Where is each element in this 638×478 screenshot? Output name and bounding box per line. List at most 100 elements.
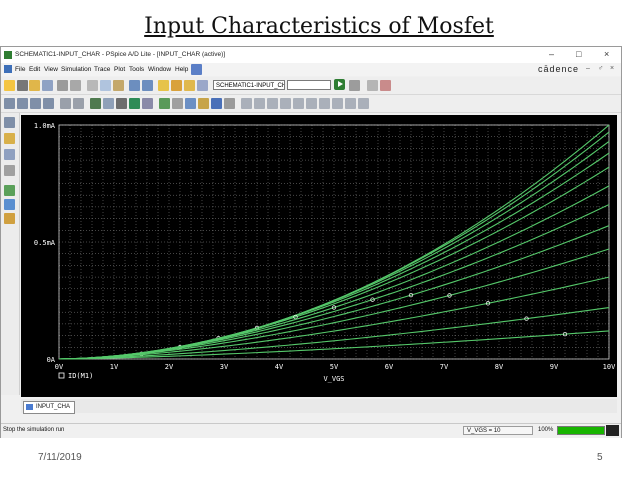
status-bar: Stop the simulation run V_VGS = 10 100% bbox=[1, 423, 621, 438]
previous-transition-icon[interactable] bbox=[319, 98, 330, 109]
legend-marker bbox=[58, 372, 65, 379]
new-icon[interactable] bbox=[4, 80, 15, 91]
cursor-slope-icon[interactable] bbox=[241, 98, 252, 109]
redo-icon[interactable] bbox=[142, 80, 153, 91]
excel-icon[interactable] bbox=[129, 98, 140, 109]
voltage-marker-icon[interactable] bbox=[4, 117, 15, 128]
bookmark-icon[interactable] bbox=[197, 80, 208, 91]
open-icon[interactable] bbox=[29, 80, 40, 91]
menu-window[interactable]: Window bbox=[148, 66, 172, 73]
trace-marker bbox=[562, 331, 568, 337]
differential-marker-icon[interactable] bbox=[4, 165, 15, 176]
cursor-trough-icon[interactable] bbox=[224, 98, 235, 109]
power-marker-icon[interactable] bbox=[4, 149, 15, 160]
bias-current-icon[interactable] bbox=[4, 199, 15, 210]
label-icon[interactable] bbox=[198, 98, 209, 109]
fourier-icon[interactable] bbox=[73, 98, 84, 109]
cursor-peak-icon[interactable] bbox=[211, 98, 222, 109]
x-tick-label: 7V bbox=[440, 363, 449, 371]
snap-icon[interactable] bbox=[358, 98, 369, 109]
performance-icon[interactable] bbox=[90, 98, 101, 109]
next-transition-icon[interactable] bbox=[306, 98, 317, 109]
x-tick-label: 5V bbox=[330, 363, 339, 371]
current-marker-icon[interactable] bbox=[4, 133, 15, 144]
log-x-icon[interactable] bbox=[60, 98, 71, 109]
undo-icon[interactable] bbox=[129, 80, 140, 91]
menu-plot[interactable]: Plot bbox=[114, 66, 126, 73]
menu-help[interactable]: Help bbox=[175, 66, 189, 73]
place-part-icon[interactable] bbox=[158, 80, 169, 91]
mdi-restore-button[interactable]: ♂ bbox=[598, 65, 604, 72]
tab-input-char[interactable]: INPUT_CHA bbox=[23, 401, 76, 414]
menu-simulation[interactable]: Simulation bbox=[61, 66, 92, 73]
pspice-window: SCHEMATIC1-INPUT_CHAR - PSpice A/D Lite … bbox=[0, 46, 622, 438]
paste-icon[interactable] bbox=[113, 80, 124, 91]
plot-toolbar bbox=[1, 95, 621, 113]
toggle-cursor-icon[interactable] bbox=[185, 98, 196, 109]
trace-curve bbox=[58, 276, 610, 360]
cut-icon[interactable] bbox=[87, 80, 98, 91]
print-icon[interactable] bbox=[57, 80, 68, 91]
cursor-search-icon[interactable] bbox=[293, 98, 304, 109]
x-tick-label: 9V bbox=[550, 363, 559, 371]
menu-view[interactable]: View bbox=[44, 66, 58, 73]
title-bar: SCHEMATIC1-INPUT_CHAR - PSpice A/D Lite … bbox=[1, 47, 621, 63]
menu-edit[interactable]: Edit bbox=[29, 66, 41, 73]
waveform-icon[interactable] bbox=[606, 425, 619, 436]
y-tick-label: 0.5mA bbox=[34, 239, 56, 247]
help-icon[interactable] bbox=[191, 64, 202, 75]
maximize-button[interactable]: □ bbox=[576, 49, 582, 59]
simulation-profile-select[interactable]: SCHEMATIC1-INPUT_CHA bbox=[213, 80, 285, 90]
menu-tools[interactable]: Tools bbox=[129, 66, 145, 73]
stop-icon[interactable] bbox=[380, 80, 391, 91]
zoom-fit-icon[interactable] bbox=[43, 98, 54, 109]
trace-curve bbox=[58, 330, 610, 360]
sweep-value: V_VGS = 10 bbox=[463, 426, 533, 435]
pause-icon[interactable] bbox=[349, 80, 360, 91]
trace-curve bbox=[58, 152, 610, 360]
trace-curve bbox=[58, 306, 610, 360]
print-preview-icon[interactable] bbox=[70, 80, 81, 91]
slide-page-number: 5 bbox=[597, 452, 603, 463]
eval-icon[interactable] bbox=[116, 98, 127, 109]
probe-plot[interactable]: 0V 1V 2V 3V 4V 5V 6V 7V 8V 9V 10V 0A 0.5mA 1.0mA V_VGS… bbox=[21, 115, 617, 397]
menu-file[interactable]: File bbox=[15, 66, 26, 73]
dropdown-icon[interactable] bbox=[17, 80, 28, 91]
minimize-button[interactable]: – bbox=[549, 49, 555, 59]
x-tick-label: 0V bbox=[55, 363, 64, 371]
menu-trace[interactable]: Trace bbox=[94, 66, 111, 73]
add-trace-icon[interactable] bbox=[103, 98, 114, 109]
net-alias-icon[interactable] bbox=[184, 80, 195, 91]
copy-icon[interactable] bbox=[100, 80, 111, 91]
cursor-min-icon[interactable] bbox=[254, 98, 265, 109]
marker-icon[interactable] bbox=[142, 98, 153, 109]
play-icon[interactable] bbox=[334, 79, 345, 90]
add-y-axis-icon[interactable] bbox=[172, 98, 183, 109]
mark-label-icon[interactable] bbox=[332, 98, 343, 109]
settings-icon[interactable] bbox=[367, 80, 378, 91]
slide-date: 7/11/2019 bbox=[38, 452, 82, 463]
zoom-in-icon[interactable] bbox=[4, 98, 15, 109]
x-tick-label: 4V bbox=[275, 363, 284, 371]
trace-marker bbox=[370, 297, 375, 302]
zoom-area-icon[interactable] bbox=[30, 98, 41, 109]
document-icon[interactable] bbox=[4, 65, 12, 73]
bias-voltage-icon[interactable] bbox=[4, 185, 15, 196]
zoom-out-icon[interactable] bbox=[17, 98, 28, 109]
mark-data-icon[interactable] bbox=[345, 98, 356, 109]
close-button[interactable]: × bbox=[604, 49, 610, 59]
bias-power-icon[interactable] bbox=[4, 213, 15, 224]
trace-marker bbox=[485, 301, 491, 306]
wire-icon[interactable] bbox=[171, 80, 182, 91]
trace-marker bbox=[524, 316, 529, 321]
simulation-input[interactable] bbox=[287, 80, 331, 90]
cursor-max-icon[interactable] bbox=[267, 98, 278, 109]
save-icon[interactable] bbox=[42, 80, 53, 91]
cursor-point-icon[interactable] bbox=[280, 98, 291, 109]
add-plot-icon[interactable] bbox=[159, 98, 170, 109]
x-tick-label: 1V bbox=[110, 363, 119, 371]
id-vgs-chart[interactable]: 0V 1V 2V 3V 4V 5V 6V 7V 8V 9V 10V 0A 0.5mA 1.0mA V_VGS… bbox=[21, 115, 617, 397]
mdi-minimize-button[interactable]: – bbox=[586, 65, 590, 72]
simulation-progress bbox=[557, 426, 605, 435]
mdi-close-button[interactable]: × bbox=[610, 65, 615, 72]
